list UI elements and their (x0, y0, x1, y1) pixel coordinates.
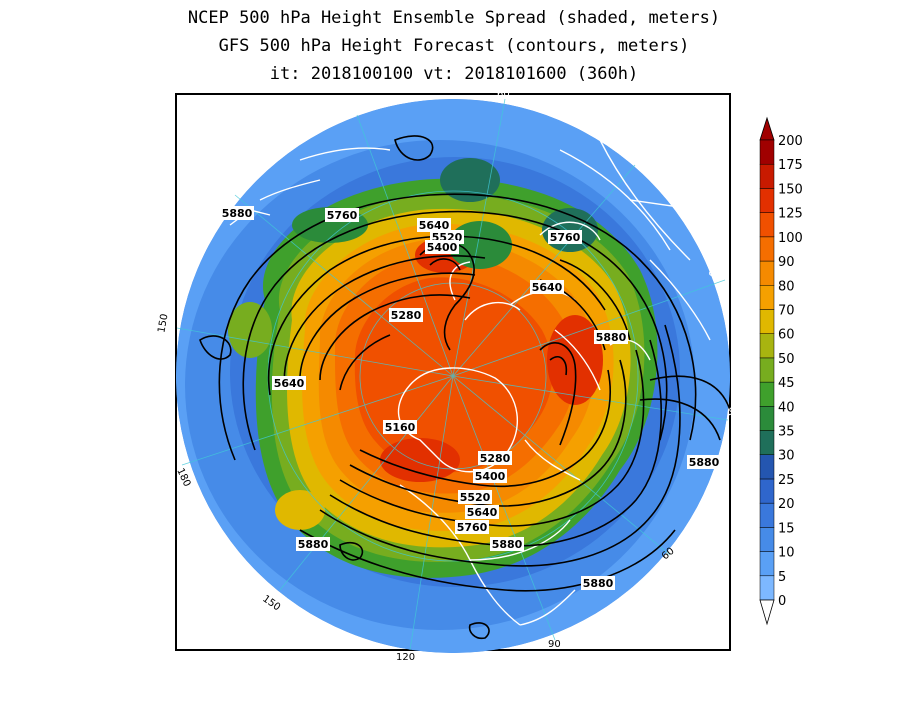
contour-label: 5640 (465, 505, 499, 519)
svg-text:5760: 5760 (327, 209, 358, 222)
contour-label: 5880 (220, 206, 254, 220)
colorbar-label: 125 (778, 207, 803, 222)
svg-text:5280: 5280 (391, 309, 422, 322)
colorbar-bottom-arrow (759, 599, 775, 626)
lon-label: 90 (347, 102, 363, 117)
colorbar-swatch (759, 454, 775, 480)
colorbar-swatch (759, 551, 775, 577)
svg-text:5640: 5640 (419, 219, 450, 232)
contour-label: 5640 (530, 280, 564, 294)
svg-text:5880: 5880 (689, 456, 720, 469)
colorbar-label: 30 (778, 449, 795, 464)
lon-label: 120 (396, 652, 415, 663)
lon-label: 120 (222, 176, 243, 198)
colorbar-label: 20 (778, 497, 795, 512)
colorbar-label: 10 (778, 546, 795, 561)
map-title: NCEP 500 hPa Height Ensemble Spread (sha… (187, 8, 721, 28)
lon-label: 150 (156, 313, 170, 334)
colorbar-label: 25 (778, 473, 795, 488)
colorbar-top-arrow (759, 116, 775, 141)
colorbar-label: 45 (778, 376, 795, 391)
svg-text:5640: 5640 (274, 377, 305, 390)
colorbar-swatch (759, 406, 775, 431)
contour-label: 5280 (389, 308, 423, 322)
lon-label: 150 (260, 593, 282, 613)
colorbar-swatch (759, 163, 775, 189)
contour-label: 5520 (458, 490, 492, 504)
svg-text:5760: 5760 (457, 521, 488, 534)
colorbar-swatch (759, 139, 775, 165)
colorbar-label: 15 (778, 521, 795, 536)
longitude-labels: 60 30 0 30 60 90 120 150 180 150 120 90 (156, 89, 740, 663)
colorbar-label: 100 (778, 231, 803, 246)
svg-text:5280: 5280 (480, 452, 511, 465)
svg-text:5880: 5880 (298, 538, 329, 551)
colorbar-label: 40 (778, 400, 795, 415)
colorbar-swatch (759, 575, 775, 601)
lon-label: 180 (174, 467, 192, 489)
svg-text:5400: 5400 (427, 241, 458, 254)
lon-label: 90 (548, 639, 561, 650)
graticule (176, 98, 729, 651)
colorbar-swatch (759, 502, 775, 528)
contour-label: 5280 (478, 451, 512, 465)
contour-label: 5880 (296, 537, 330, 551)
colorbar-swatch (759, 478, 775, 504)
svg-text:5640: 5640 (532, 281, 563, 294)
colorbar-label: 150 (778, 182, 803, 197)
contour-label: 5880 (581, 576, 615, 590)
svg-text:5400: 5400 (475, 470, 506, 483)
lon-label: 60 (497, 89, 510, 100)
contour-label: 5160 (383, 420, 417, 434)
map-time-info: it: 2018100100 vt: 2018101600 (360h) (269, 64, 639, 84)
colorbar-label: 70 (778, 303, 795, 318)
colorbar-label: 60 (778, 328, 795, 343)
svg-text:5880: 5880 (596, 331, 627, 344)
svg-text:5760: 5760 (550, 231, 581, 244)
contour-labels: 5880 5760 5640 5520 5400 5760 5640 5880 … (220, 206, 721, 590)
colorbar-label: 35 (778, 425, 795, 440)
svg-text:5520: 5520 (460, 491, 491, 504)
colorbar-swatch (759, 188, 775, 213)
svg-text:5880: 5880 (583, 577, 614, 590)
contour-label: 5640 (272, 376, 306, 390)
colorbar-label: 80 (778, 279, 795, 294)
colorbar-swatch (759, 381, 775, 407)
colorbar: 0 5 10 15 20 25 30 35 40 45 50 60 70 80 90 100 125 150 175… (759, 116, 803, 626)
colorbar-label: 5 (778, 570, 786, 585)
contour-label: 5400 (425, 240, 459, 254)
colorbar-swatch (759, 527, 775, 552)
colorbar-label: 175 (778, 158, 803, 173)
colorbar-label: 200 (778, 134, 803, 149)
contour-label: 5880 (490, 537, 524, 551)
contour-label: 5760 (548, 230, 582, 244)
colorbar-swatch (759, 333, 775, 359)
svg-text:5640: 5640 (467, 506, 498, 519)
colorbar-swatch (759, 212, 775, 238)
svg-text:5880: 5880 (492, 538, 523, 551)
contour-label: 5760 (325, 208, 359, 222)
contour-label: 5640 (417, 218, 451, 232)
contour-label: 5880 (594, 330, 628, 344)
colorbar-swatch (759, 236, 775, 262)
svg-text:5880: 5880 (222, 207, 253, 220)
contour-label: 5400 (473, 469, 507, 483)
colorbar-swatch (759, 430, 775, 455)
contour-label: 5760 (455, 520, 489, 534)
svg-text:5160: 5160 (385, 421, 416, 434)
colorbar-swatch (759, 260, 775, 286)
map-subtitle: GFS 500 hPa Height Forecast (contours, m… (218, 36, 690, 56)
contour-label: 5880 (687, 455, 721, 469)
colorbar-swatch (759, 285, 775, 310)
colorbar-swatch (759, 357, 775, 383)
colorbar-swatch (759, 309, 775, 334)
lon-label: 30 (727, 406, 740, 420)
colorbar-label: 0 (778, 594, 786, 609)
lon-label: 0 (707, 269, 720, 279)
height-contours (199, 135, 731, 640)
colorbar-label: 50 (778, 352, 795, 367)
colorbar-label: 90 (778, 255, 795, 270)
